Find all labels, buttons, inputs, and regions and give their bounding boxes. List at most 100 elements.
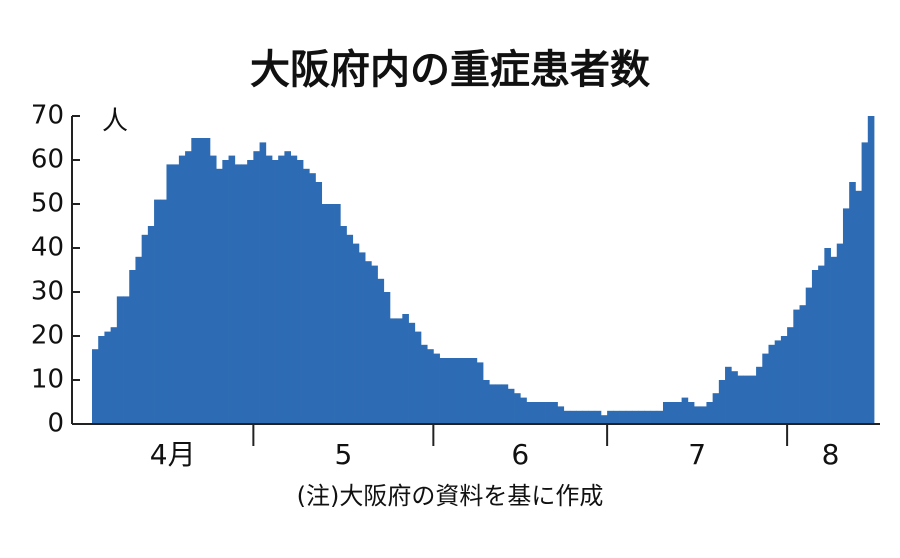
- bar: [619, 410, 627, 424]
- bar: [563, 410, 571, 424]
- x-tick-label: 6: [511, 438, 529, 471]
- bar: [818, 265, 825, 424]
- bar: [346, 234, 354, 424]
- bar: [222, 160, 229, 424]
- bar: [681, 397, 689, 424]
- bar: [507, 388, 515, 424]
- bar: [532, 402, 540, 424]
- bar: [675, 402, 683, 424]
- bar: [116, 296, 124, 424]
- bar: [669, 402, 676, 424]
- bar: [830, 256, 838, 424]
- bar: [253, 151, 260, 424]
- bar: [104, 331, 112, 424]
- x-tick-label: 4月: [150, 438, 196, 471]
- bar: [557, 406, 565, 424]
- bar: [178, 155, 186, 424]
- bar: [464, 358, 471, 424]
- bar: [389, 318, 397, 424]
- x-tick-label: 8: [822, 438, 840, 471]
- bar: [451, 358, 459, 424]
- bar: [197, 138, 205, 424]
- bar: [154, 199, 161, 424]
- bar: [855, 190, 862, 424]
- bar: [234, 164, 242, 424]
- bar: [371, 265, 378, 424]
- y-tick-label: 70: [31, 101, 64, 131]
- bar: [650, 410, 658, 424]
- bar: [439, 358, 447, 424]
- bar: [110, 327, 118, 424]
- bar: [774, 340, 782, 424]
- bar: [265, 155, 273, 424]
- bar: [842, 208, 850, 424]
- bar: [228, 155, 236, 424]
- bar: [327, 204, 335, 424]
- bar: [284, 151, 292, 424]
- bar: [427, 349, 434, 424]
- bar: [600, 415, 608, 424]
- bar: [811, 270, 819, 424]
- bar: [377, 278, 385, 424]
- bar: [271, 160, 279, 424]
- bar: [613, 410, 620, 424]
- bar: [625, 410, 633, 424]
- x-tick-label: 7: [688, 438, 706, 471]
- bar: [576, 410, 583, 424]
- bar: [588, 410, 596, 424]
- bar: [433, 353, 440, 424]
- y-tick-label: 10: [31, 365, 64, 395]
- bar: [687, 402, 695, 424]
- bar: [160, 199, 167, 424]
- bar: [526, 402, 534, 424]
- bar: [141, 234, 149, 424]
- bar: [569, 410, 577, 424]
- bar: [408, 322, 416, 424]
- bar: [135, 256, 143, 424]
- bar: [420, 344, 428, 424]
- y-tick-label: 20: [31, 321, 64, 351]
- bar: [656, 410, 664, 424]
- bar: [483, 380, 490, 424]
- bar: [321, 204, 329, 424]
- bar: [805, 287, 813, 424]
- bar: [340, 226, 347, 424]
- bar: [92, 349, 99, 424]
- bar: [594, 410, 602, 424]
- bar: [315, 182, 323, 424]
- bar: [743, 375, 751, 424]
- bar: [303, 168, 310, 424]
- y-tick-label: 30: [31, 277, 64, 307]
- bar: [520, 397, 527, 424]
- bar: [861, 142, 869, 424]
- bar: [768, 344, 776, 424]
- bar: [458, 358, 465, 424]
- bar: [209, 155, 217, 424]
- bar: [582, 410, 589, 424]
- bar: [607, 410, 614, 424]
- bar: [191, 138, 198, 424]
- bar: [631, 410, 639, 424]
- bar: [836, 243, 844, 424]
- bar: [700, 406, 707, 424]
- bar: [296, 160, 304, 424]
- bar: [538, 402, 546, 424]
- y-tick-label: 50: [31, 189, 64, 219]
- bar: [495, 384, 503, 424]
- y-tick-label: 60: [31, 145, 64, 175]
- y-tick-label: 40: [31, 233, 64, 263]
- bar: [203, 138, 211, 424]
- bar: [638, 410, 645, 424]
- bar: [352, 243, 360, 424]
- bar: [414, 331, 422, 424]
- bar: [247, 160, 254, 424]
- bar: [749, 375, 757, 424]
- bar: [725, 366, 732, 424]
- bar: [737, 375, 745, 424]
- bar: [867, 116, 875, 424]
- bar: [762, 353, 769, 424]
- bar: [358, 252, 366, 424]
- bar: [514, 393, 521, 424]
- bar: [780, 336, 788, 424]
